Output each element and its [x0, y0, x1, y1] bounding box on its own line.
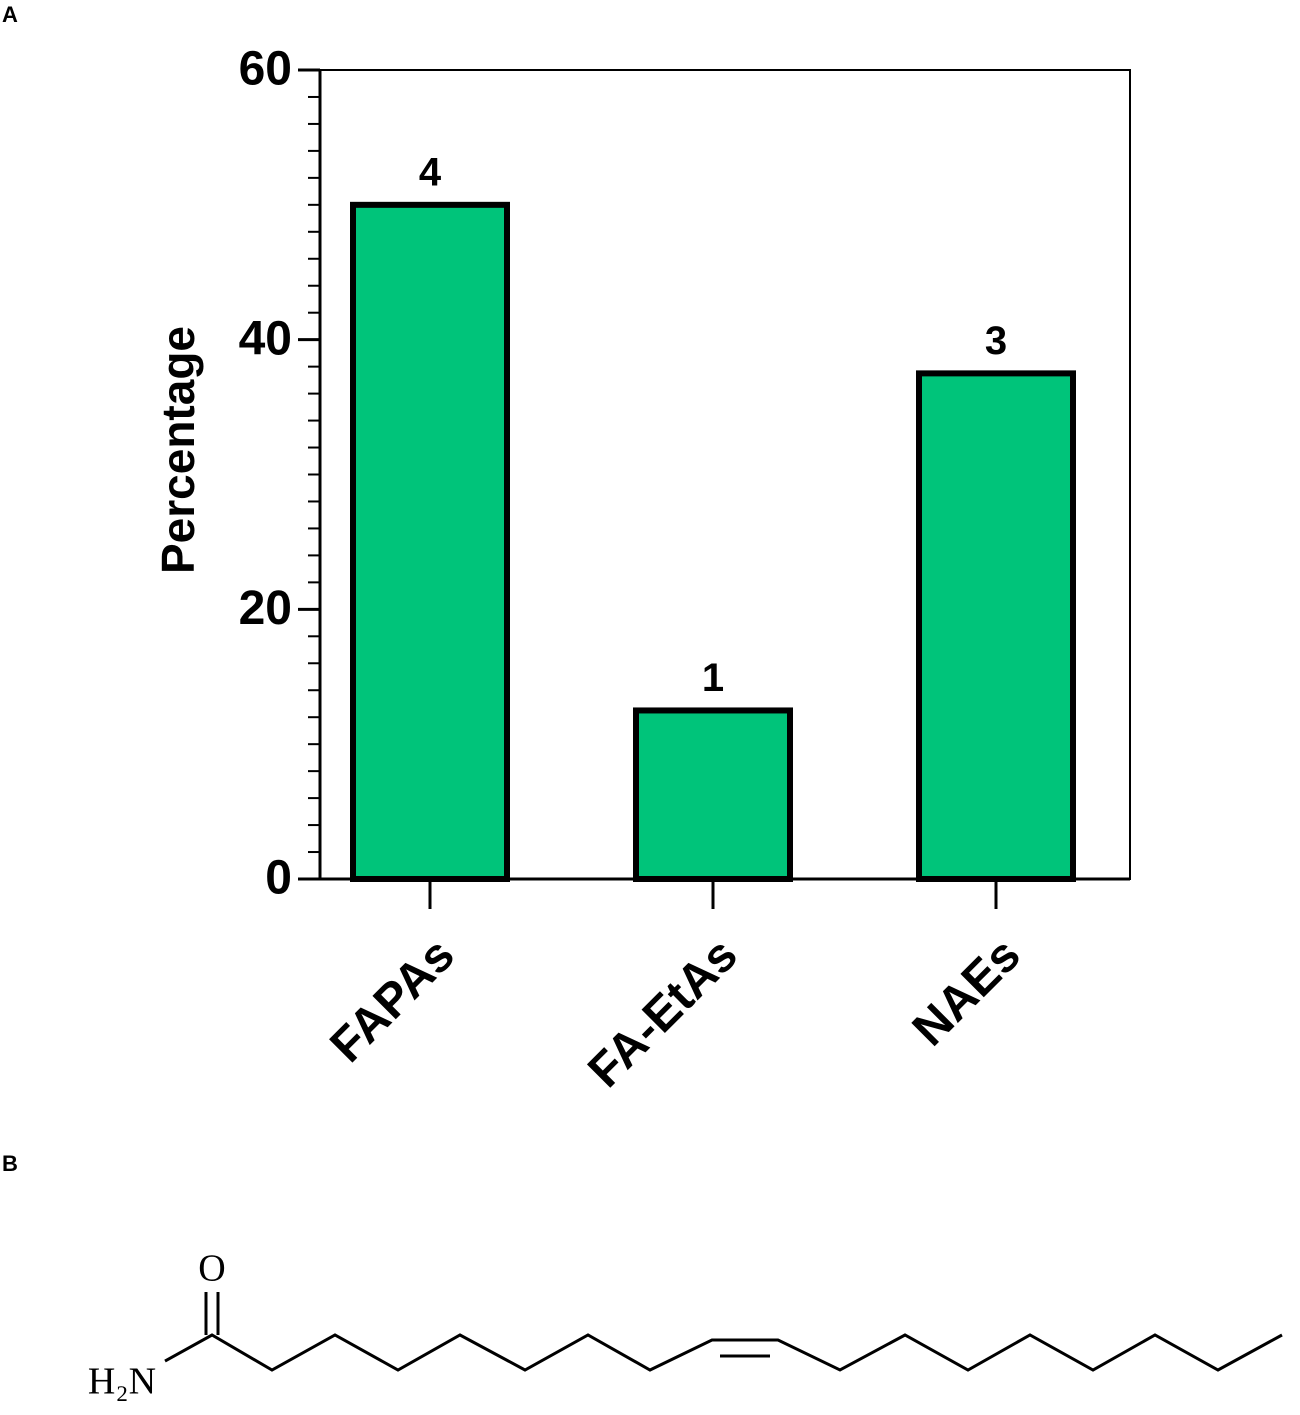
bar — [916, 370, 1076, 882]
bar — [350, 201, 510, 883]
y-tick-label: 20 — [239, 582, 292, 635]
molecule — [164, 1292, 1283, 1372]
y-tick-label: 40 — [239, 312, 292, 365]
atom-label: O — [198, 1248, 225, 1290]
panel-label: B — [2, 1151, 18, 1176]
y-axis-label: Percentage — [152, 326, 204, 574]
x-tick-label: NAEs — [903, 928, 1031, 1056]
plot: 0 20 40 60 4 FAPAs 1 FA-EtAs 3 NAEs — [239, 43, 1131, 1098]
x-tick-label: FAPAs — [320, 928, 464, 1072]
y-tick-label: 60 — [239, 43, 292, 96]
bar-count-label: 1 — [702, 656, 724, 700]
atom-label: H₂N — [88, 1361, 156, 1403]
bar-count-label: 4 — [419, 150, 442, 194]
carbon-chain — [164, 1333, 1283, 1372]
x-tick-label: FA-EtAs — [578, 928, 747, 1097]
panel-label: A — [2, 2, 18, 27]
y-tick-label: 0 — [265, 852, 292, 905]
bar — [633, 707, 793, 882]
bar-count-label: 3 — [985, 319, 1007, 363]
